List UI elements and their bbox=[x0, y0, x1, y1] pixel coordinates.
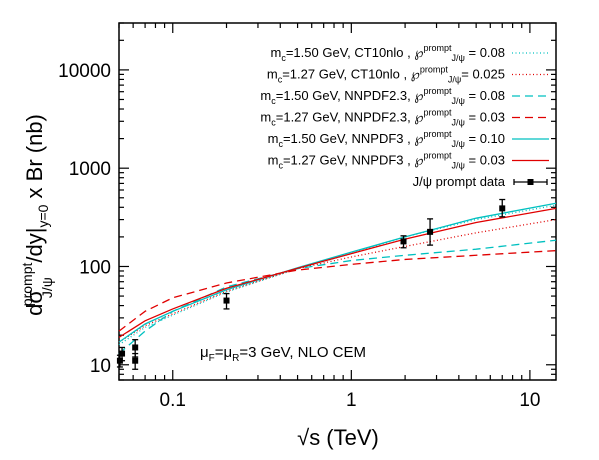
data-point bbox=[427, 228, 434, 235]
series-line bbox=[118, 204, 557, 346]
data-point bbox=[499, 205, 506, 212]
y-tick-label: 10 bbox=[90, 356, 111, 377]
series-line bbox=[118, 207, 557, 338]
y-tick-label: 10000 bbox=[58, 61, 111, 82]
legend-label: mc=1.50 GeV, NNPDF2.3, ℘promptJ/ψ = 0.08 bbox=[260, 86, 505, 106]
curves bbox=[118, 202, 557, 355]
legend-label: mc=1.50 GeV, NNPDF3 , ℘promptJ/ψ = 0.10 bbox=[268, 129, 505, 149]
ticks: 0.1 1 10 10 100 1000 10000 bbox=[58, 22, 556, 411]
data-point bbox=[132, 357, 139, 364]
legend: mc=1.50 GeV, CT10nlo , ℘promptJ/ψ = 0.08… bbox=[260, 43, 549, 189]
series-line bbox=[118, 249, 557, 332]
x-axis-label: √s (TeV) bbox=[297, 425, 379, 450]
legend-swatch-marker bbox=[527, 179, 534, 185]
legend-label: J/ψ prompt data bbox=[413, 174, 506, 189]
annotation-scale: μF=μR=3 GeV, NLO CEM bbox=[200, 344, 366, 364]
data-point bbox=[223, 297, 230, 304]
x-tick-label: 0.1 bbox=[160, 390, 186, 411]
plot-area-border bbox=[118, 22, 557, 381]
legend-label: mc=1.27 GeV, NNPDF2.3, ℘promptJ/ψ = 0.03 bbox=[260, 108, 505, 128]
y-axis-label: dσJ/ψprompt/dy|y=0 x Br (nb) bbox=[19, 114, 55, 316]
legend-label: mc=1.27 GeV, NNPDF3 , ℘promptJ/ψ = 0.03 bbox=[268, 151, 505, 171]
legend-label: mc=1.27 GeV, CT10nlo , ℘promptJ/ψ= 0.025 bbox=[267, 65, 505, 85]
y-tick-label: 1000 bbox=[69, 159, 111, 180]
data-points bbox=[116, 198, 506, 370]
x-tick-label: 10 bbox=[519, 390, 540, 411]
y-tick-label: 100 bbox=[79, 257, 111, 278]
data-point bbox=[119, 350, 126, 357]
data-point bbox=[132, 344, 139, 351]
x-tick-label: 1 bbox=[346, 390, 357, 411]
data-point bbox=[400, 238, 407, 245]
series-line bbox=[118, 218, 557, 343]
legend-label: mc=1.50 GeV, CT10nlo , ℘promptJ/ψ = 0.08 bbox=[271, 43, 506, 63]
series-line bbox=[118, 202, 557, 343]
